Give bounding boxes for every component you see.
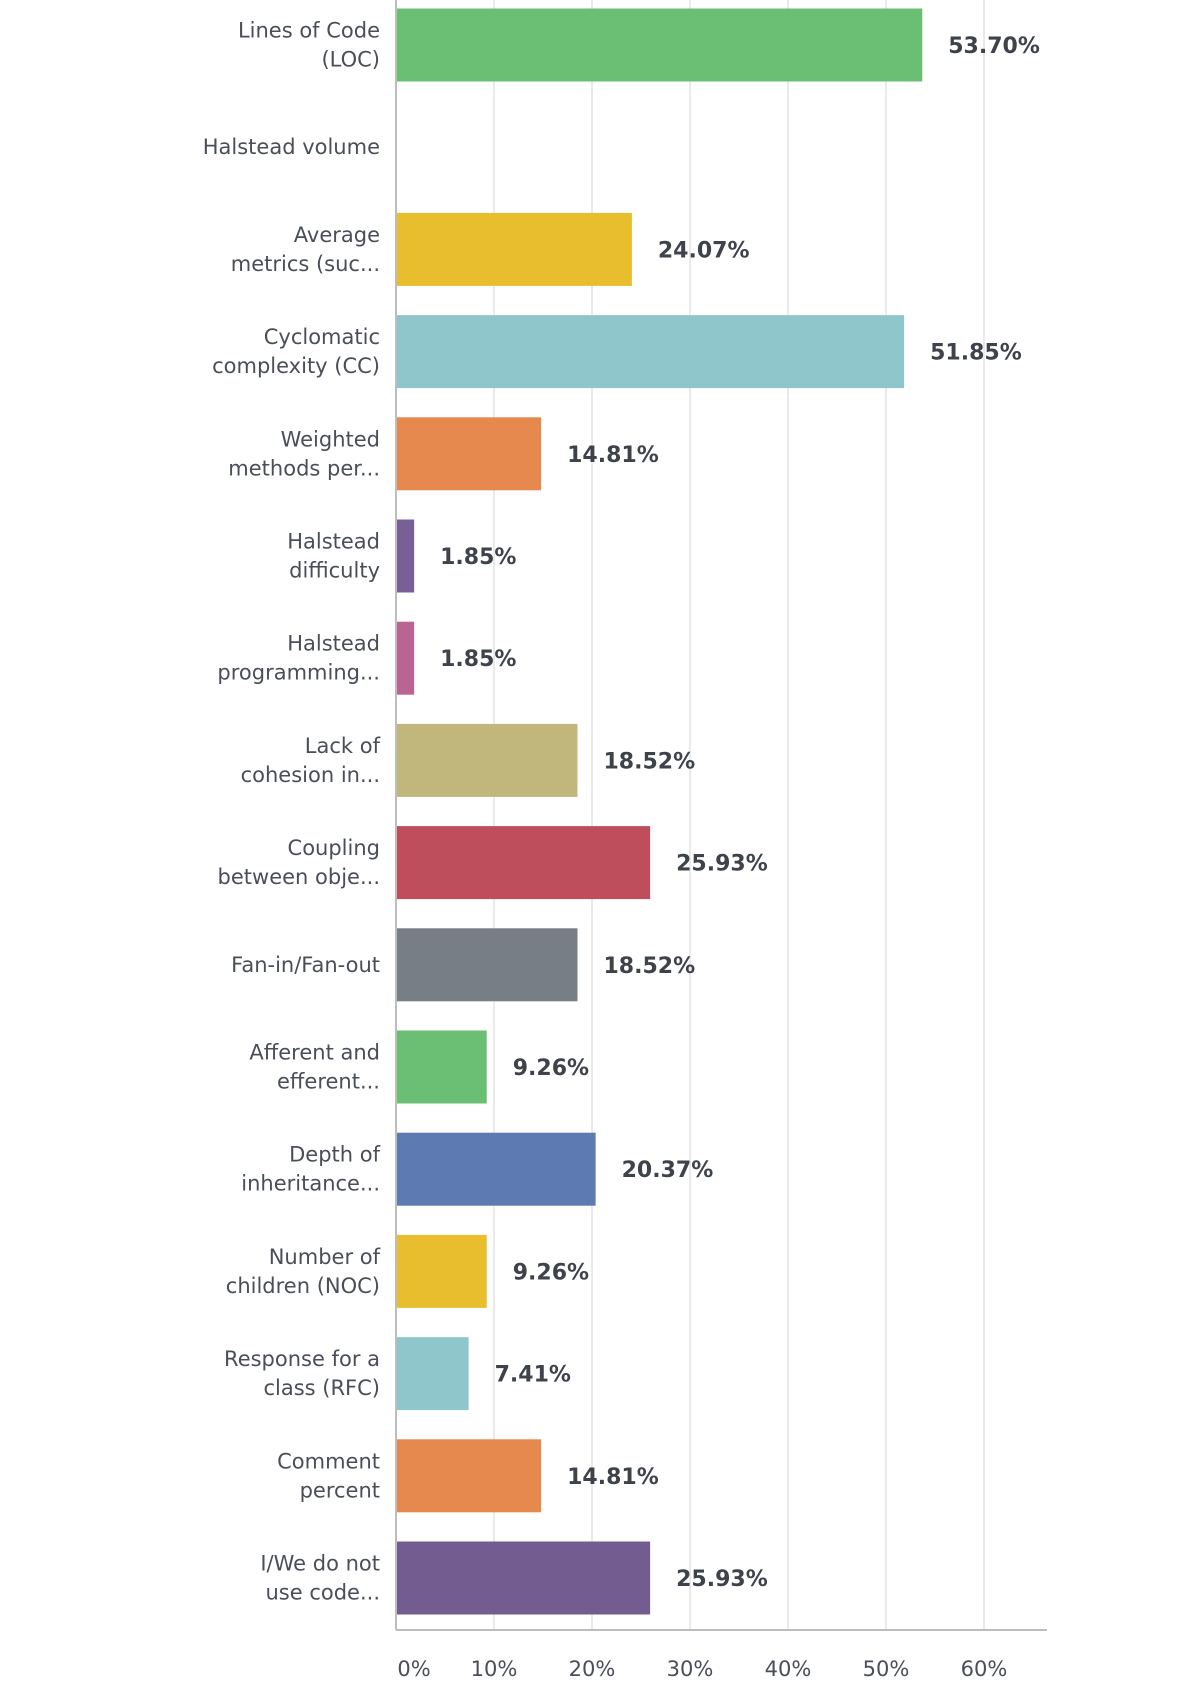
bar [396,212,632,286]
category-label: Halstead programming... [217,632,380,685]
category-label: Comment percent [277,1449,380,1502]
value-label: 25.93% [676,1567,768,1592]
bar [396,1337,469,1411]
value-label: 9.26% [513,1260,589,1285]
category-label: Halstead volume [203,135,380,159]
bar [396,519,415,593]
category-label: I/We do not use code... [260,1552,380,1605]
bar [396,315,905,389]
category-label: Weighted methods per... [228,427,380,480]
bar [396,1439,542,1513]
x-tick-label: 0% [397,1657,430,1681]
value-label: 20.37% [622,1158,714,1183]
x-tick-label: 20% [569,1657,616,1681]
value-label: 18.52% [603,749,695,774]
bar [396,8,923,82]
bar [396,928,578,1002]
category-label: Afferent and efferent... [249,1041,380,1094]
category-label: Lack of cohesion in... [241,734,381,787]
category-label: Number of children (NOC) [226,1245,381,1298]
value-label: 24.07% [658,238,750,263]
category-label: Response for a class (RFC) [224,1347,380,1400]
bar [396,621,415,695]
bar [396,1234,487,1308]
category-label: Coupling between obje... [218,836,380,889]
value-label: 25.93% [676,852,768,877]
category-label: Depth of inheritance... [241,1143,380,1196]
bar [396,723,578,797]
value-label: 7.41% [495,1363,571,1388]
category-label: Lines of Code (LOC) [238,19,380,72]
labels: 0% 10% 20% 30% 40% 50% 60% 53.70% Lines of Code(… [203,19,1040,1682]
x-tick-label: 40% [765,1657,812,1681]
bar [396,1030,487,1104]
value-label: 53.70% [948,34,1040,59]
bar [396,1132,596,1206]
x-tick-label: 30% [667,1657,714,1681]
category-label: Fan-in/Fan-out [231,953,380,977]
bar [396,417,542,491]
bar [396,826,651,900]
value-label: 14.81% [567,1465,659,1490]
value-label: 9.26% [513,1056,589,1081]
x-tick-label: 60% [961,1657,1008,1681]
bar [396,1541,651,1615]
value-label: 51.85% [930,341,1022,366]
x-tick-label: 50% [863,1657,910,1681]
category-label: Cyclomatic complexity (CC) [212,325,380,378]
axes [395,0,1047,1631]
value-label: 14.81% [567,443,659,468]
category-label: Average metrics (suc... [231,223,380,276]
value-label: 18.52% [603,954,695,979]
value-label: 1.85% [440,545,516,570]
bars [396,8,923,1615]
value-label: 1.85% [440,647,516,672]
x-tick-label: 10% [471,1657,518,1681]
category-label: Halstead difficulty [287,530,380,583]
